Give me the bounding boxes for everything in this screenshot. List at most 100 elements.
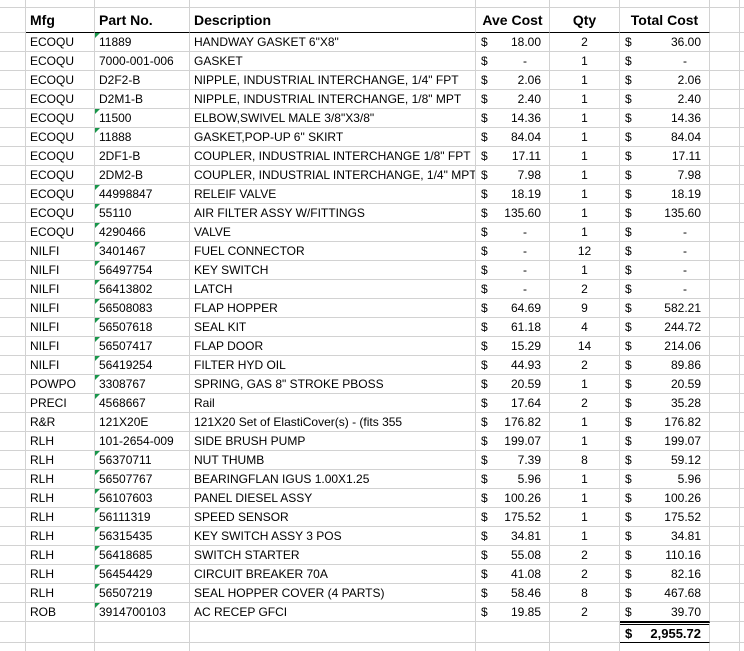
cell-mfg[interactable]: NILFI bbox=[26, 318, 95, 337]
cell-description[interactable]: 121X20 Set of ElastiCover(s) - (fits 355 bbox=[190, 413, 476, 432]
cell-description[interactable]: SPEED SENSOR bbox=[190, 508, 476, 527]
cell-total-cost[interactable]: $175.52 bbox=[620, 508, 710, 527]
cell-qty[interactable]: 14 bbox=[550, 337, 620, 356]
header-cell-description[interactable]: Description bbox=[190, 8, 476, 33]
empty-cell[interactable] bbox=[620, 0, 710, 8]
empty-cell[interactable] bbox=[740, 128, 744, 147]
cell-part-no[interactable]: 56507219 bbox=[95, 584, 190, 603]
cell-description[interactable]: COUPLER, INDUSTRIAL INTERCHANGE 1/8" FPT bbox=[190, 147, 476, 166]
cell-total-cost[interactable]: $17.11 bbox=[620, 147, 710, 166]
cell-total-cost[interactable]: $582.21 bbox=[620, 299, 710, 318]
empty-cell[interactable] bbox=[740, 489, 744, 508]
cell-mfg[interactable]: NILFI bbox=[26, 356, 95, 375]
empty-cell[interactable] bbox=[740, 622, 744, 643]
cell-part-no[interactable]: 56418685 bbox=[95, 546, 190, 565]
cell-description[interactable]: RELEIF VALVE bbox=[190, 185, 476, 204]
empty-cell[interactable] bbox=[26, 643, 95, 651]
cell-total-cost[interactable]: $36.00 bbox=[620, 33, 710, 52]
cell-qty[interactable]: 1 bbox=[550, 375, 620, 394]
empty-cell[interactable] bbox=[710, 8, 740, 33]
cell-qty[interactable]: 1 bbox=[550, 413, 620, 432]
cell-qty[interactable]: 1 bbox=[550, 166, 620, 185]
cell-mfg[interactable]: NILFI bbox=[26, 261, 95, 280]
cell-ave-cost[interactable]: $41.08 bbox=[476, 565, 550, 584]
cell-ave-cost[interactable]: $ - bbox=[476, 261, 550, 280]
cell-ave-cost[interactable]: $17.64 bbox=[476, 394, 550, 413]
cell-description[interactable]: FLAP HOPPER bbox=[190, 299, 476, 318]
empty-cell[interactable] bbox=[710, 413, 740, 432]
cell-ave-cost[interactable]: $135.60 bbox=[476, 204, 550, 223]
empty-cell[interactable] bbox=[710, 71, 740, 90]
cell-mfg[interactable]: RLH bbox=[26, 584, 95, 603]
cell-description[interactable]: FUEL CONNECTOR bbox=[190, 242, 476, 261]
empty-cell[interactable] bbox=[740, 52, 744, 71]
cell-ave-cost[interactable]: $58.46 bbox=[476, 584, 550, 603]
empty-cell[interactable] bbox=[710, 0, 740, 8]
empty-cell[interactable] bbox=[710, 280, 740, 299]
empty-cell[interactable] bbox=[740, 337, 744, 356]
cell-part-no[interactable]: 11888 bbox=[95, 128, 190, 147]
cell-description[interactable]: FILTER HYD OIL bbox=[190, 356, 476, 375]
cell-description[interactable]: SWITCH STARTER bbox=[190, 546, 476, 565]
empty-cell[interactable] bbox=[26, 0, 95, 8]
cell-total-cost[interactable]: $20.59 bbox=[620, 375, 710, 394]
empty-cell[interactable] bbox=[0, 109, 26, 128]
cell-ave-cost[interactable]: $ - bbox=[476, 242, 550, 261]
cell-total-cost[interactable]: $18.19 bbox=[620, 185, 710, 204]
cell-mfg[interactable]: ECOQU bbox=[26, 71, 95, 90]
empty-cell[interactable] bbox=[0, 242, 26, 261]
cell-mfg[interactable]: RLH bbox=[26, 546, 95, 565]
cell-description[interactable]: AC RECEP GFCI bbox=[190, 603, 476, 622]
cell-total-cost[interactable]: $84.04 bbox=[620, 128, 710, 147]
cell-qty[interactable]: 1 bbox=[550, 261, 620, 280]
empty-cell[interactable] bbox=[740, 90, 744, 109]
cell-total-cost[interactable]: $ - bbox=[620, 223, 710, 242]
cell-total-cost[interactable]: $199.07 bbox=[620, 432, 710, 451]
cell-description[interactable]: COUPLER, INDUSTRIAL INTERCHANGE, 1/4" MP… bbox=[190, 166, 476, 185]
empty-cell[interactable] bbox=[740, 109, 744, 128]
cell-description[interactable]: SPRING, GAS 8" STROKE PBOSS bbox=[190, 375, 476, 394]
cell-ave-cost[interactable]: $18.19 bbox=[476, 185, 550, 204]
empty-cell[interactable] bbox=[710, 508, 740, 527]
cell-total-cost[interactable]: $110.16 bbox=[620, 546, 710, 565]
cell-total-cost[interactable]: $467.68 bbox=[620, 584, 710, 603]
header-cell-ave-cost[interactable]: Ave Cost bbox=[476, 8, 550, 33]
cell-qty[interactable]: 1 bbox=[550, 527, 620, 546]
empty-cell[interactable] bbox=[0, 166, 26, 185]
empty-cell[interactable] bbox=[476, 0, 550, 8]
header-cell-part-no[interactable]: Part No. bbox=[95, 8, 190, 33]
empty-cell[interactable] bbox=[710, 299, 740, 318]
cell-qty[interactable]: 1 bbox=[550, 109, 620, 128]
cell-mfg[interactable]: RLH bbox=[26, 565, 95, 584]
cell-qty[interactable]: 1 bbox=[550, 432, 620, 451]
cell-ave-cost[interactable]: $175.52 bbox=[476, 508, 550, 527]
cell-qty[interactable]: 1 bbox=[550, 489, 620, 508]
cell-description[interactable]: FLAP DOOR bbox=[190, 337, 476, 356]
cell-qty[interactable]: 1 bbox=[550, 90, 620, 109]
cell-mfg[interactable]: RLH bbox=[26, 527, 95, 546]
empty-cell[interactable] bbox=[710, 318, 740, 337]
empty-cell[interactable] bbox=[0, 413, 26, 432]
cell-description[interactable]: NUT THUMB bbox=[190, 451, 476, 470]
cell-description[interactable]: GASKET,POP-UP 6" SKIRT bbox=[190, 128, 476, 147]
cell-mfg[interactable]: NILFI bbox=[26, 299, 95, 318]
cell-ave-cost[interactable]: $17.11 bbox=[476, 147, 550, 166]
cell-ave-cost[interactable]: $44.93 bbox=[476, 356, 550, 375]
empty-cell[interactable] bbox=[0, 622, 26, 643]
cell-ave-cost[interactable]: $64.69 bbox=[476, 299, 550, 318]
cell-qty[interactable]: 1 bbox=[550, 470, 620, 489]
empty-cell[interactable] bbox=[0, 318, 26, 337]
cell-part-no[interactable]: 3401467 bbox=[95, 242, 190, 261]
cell-total-cost[interactable]: $34.81 bbox=[620, 527, 710, 546]
cell-part-no[interactable]: 2DM2-B bbox=[95, 166, 190, 185]
empty-cell[interactable] bbox=[0, 375, 26, 394]
empty-cell[interactable] bbox=[95, 643, 190, 651]
cell-total-cost[interactable]: $59.12 bbox=[620, 451, 710, 470]
cell-mfg[interactable]: ECOQU bbox=[26, 147, 95, 166]
cell-qty[interactable]: 2 bbox=[550, 356, 620, 375]
cell-ave-cost[interactable]: $7.98 bbox=[476, 166, 550, 185]
cell-qty[interactable]: 4 bbox=[550, 318, 620, 337]
empty-cell[interactable] bbox=[710, 565, 740, 584]
empty-cell[interactable] bbox=[710, 470, 740, 489]
cell-mfg[interactable]: ECOQU bbox=[26, 52, 95, 71]
